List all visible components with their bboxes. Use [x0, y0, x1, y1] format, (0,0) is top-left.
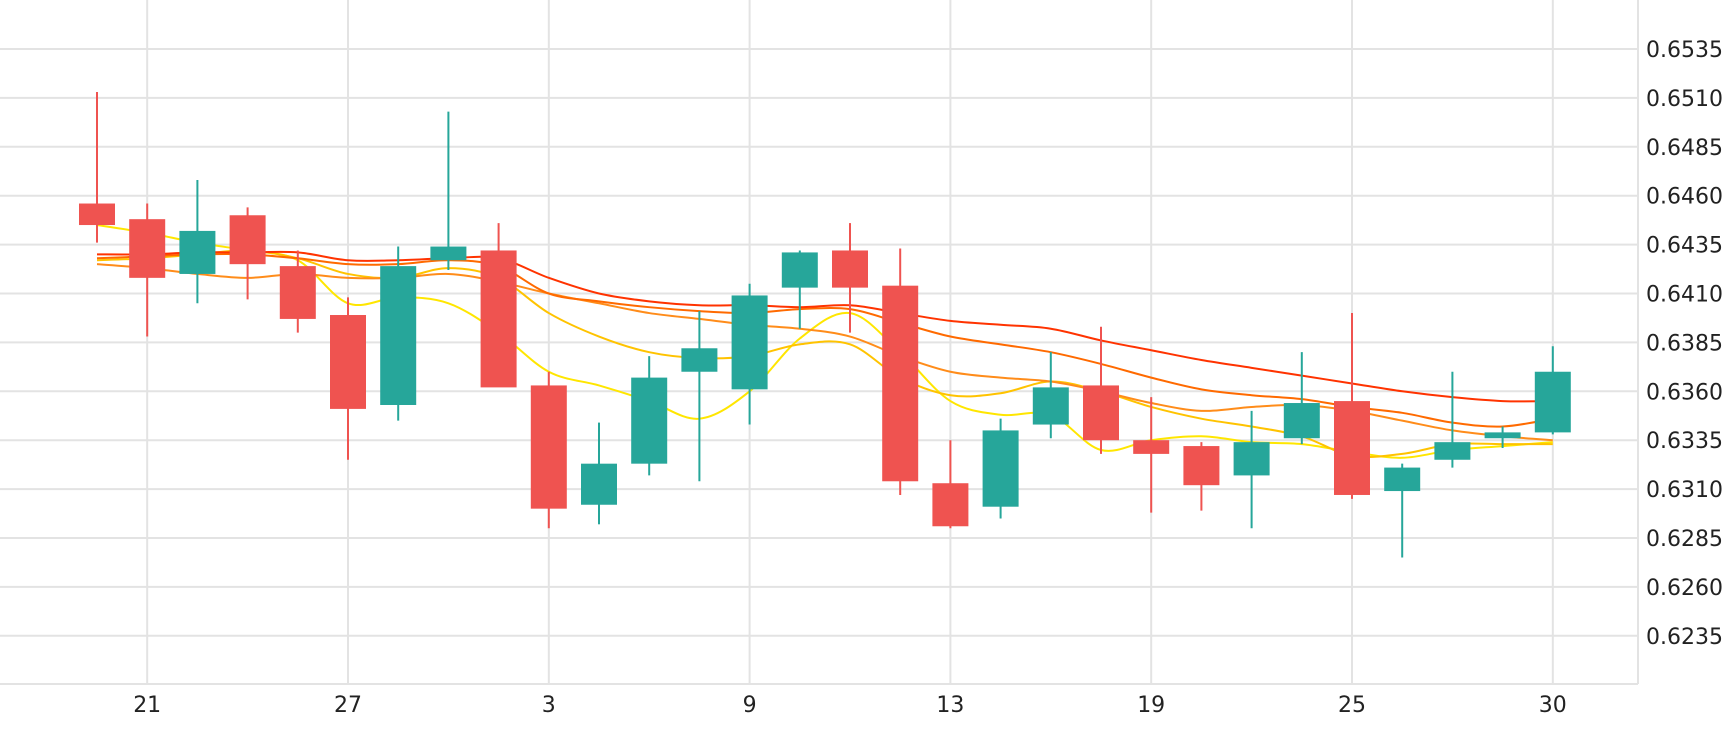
- y-tick-label: 0.6485: [1646, 136, 1723, 161]
- y-tick-label: 0.6435: [1646, 234, 1723, 259]
- candle: [781, 250, 818, 329]
- candle-body: [229, 215, 266, 265]
- x-tick-label: 9: [743, 693, 757, 718]
- y-tick-label: 0.6460: [1646, 185, 1723, 210]
- candle: [1534, 346, 1571, 435]
- axis-layer: 0.6235 0.6260 0.6285 0.6310 0.6335 0.6360 0.63…: [133, 38, 1723, 718]
- candle: [530, 371, 567, 529]
- candle-body: [1283, 403, 1320, 439]
- candle: [681, 311, 718, 482]
- x-tick-label: 30: [1539, 693, 1567, 718]
- x-tick-label: 21: [133, 693, 161, 718]
- candle: [330, 297, 366, 460]
- candle-body: [882, 285, 919, 482]
- x-tick-label: 25: [1338, 693, 1366, 718]
- x-tick-label: 27: [334, 693, 362, 718]
- candle: [129, 203, 166, 337]
- candle-layer: [79, 92, 1571, 558]
- candle-body: [330, 315, 366, 409]
- y-tick-label: 0.6235: [1646, 625, 1723, 650]
- moving-average-line-5: [96, 250, 1553, 403]
- candle-body: [1434, 442, 1471, 460]
- candle-body: [1233, 442, 1270, 476]
- candle: [1233, 410, 1270, 529]
- candle-body: [279, 266, 316, 319]
- candle-body: [530, 385, 567, 509]
- y-tick-label: 0.6385: [1646, 331, 1723, 356]
- candle-body: [631, 377, 668, 464]
- y-tick-label: 0.6285: [1646, 527, 1723, 552]
- candle: [932, 440, 969, 529]
- candle: [430, 111, 467, 271]
- candle-body: [932, 483, 969, 527]
- candle-body: [129, 219, 166, 278]
- x-tick-label: 19: [1137, 693, 1165, 718]
- grid-layer: [0, 0, 1639, 685]
- x-tick-label: 13: [936, 693, 964, 718]
- candle: [1384, 463, 1421, 558]
- candle-body: [1384, 467, 1421, 492]
- candle-body: [731, 295, 768, 390]
- candle-body: [982, 430, 1019, 507]
- candle-body: [1534, 371, 1571, 433]
- candle-body: [380, 266, 417, 405]
- candle: [79, 92, 115, 243]
- moving-average-line-4: [96, 253, 1553, 428]
- candle: [229, 207, 266, 300]
- candle-body: [480, 250, 517, 388]
- candle: [480, 223, 517, 388]
- y-tick-label: 0.6360: [1646, 380, 1723, 405]
- y-tick-label: 0.6310: [1646, 478, 1723, 503]
- y-tick-label: 0.6335: [1646, 429, 1723, 454]
- candle: [832, 223, 868, 333]
- y-tick-label: 0.6410: [1646, 283, 1723, 308]
- candle: [982, 418, 1019, 519]
- candle-body: [1484, 432, 1521, 439]
- y-tick-label: 0.6260: [1646, 576, 1723, 601]
- candle-body: [79, 203, 115, 226]
- candle: [279, 250, 316, 333]
- candle-body: [1083, 385, 1119, 441]
- candle-body: [1133, 440, 1170, 454]
- candle: [631, 356, 668, 476]
- candle: [1083, 326, 1119, 454]
- candle-body: [832, 250, 868, 288]
- candle-body: [430, 246, 467, 261]
- moving-average-line-1: [96, 224, 1553, 459]
- candle: [1183, 442, 1220, 511]
- candle: [731, 283, 768, 425]
- candle: [581, 422, 617, 525]
- candle: [179, 180, 216, 304]
- candle: [1334, 313, 1370, 499]
- y-tick-label: 0.6510: [1646, 87, 1723, 112]
- candle-body: [581, 463, 617, 505]
- candle: [882, 248, 919, 495]
- candle: [1484, 426, 1521, 449]
- x-tick-label: 3: [542, 693, 556, 718]
- candle: [1133, 397, 1170, 513]
- y-tick-label: 0.6535: [1646, 38, 1723, 63]
- candle: [1032, 352, 1069, 439]
- candle-body: [179, 230, 216, 274]
- candle: [1434, 371, 1471, 468]
- candle-body: [1032, 387, 1069, 425]
- candle-body: [1183, 446, 1220, 486]
- candle-body: [781, 252, 818, 288]
- candle-body: [1334, 401, 1370, 495]
- candle: [380, 246, 417, 421]
- candle: [1283, 352, 1320, 445]
- candle-body: [681, 348, 718, 372]
